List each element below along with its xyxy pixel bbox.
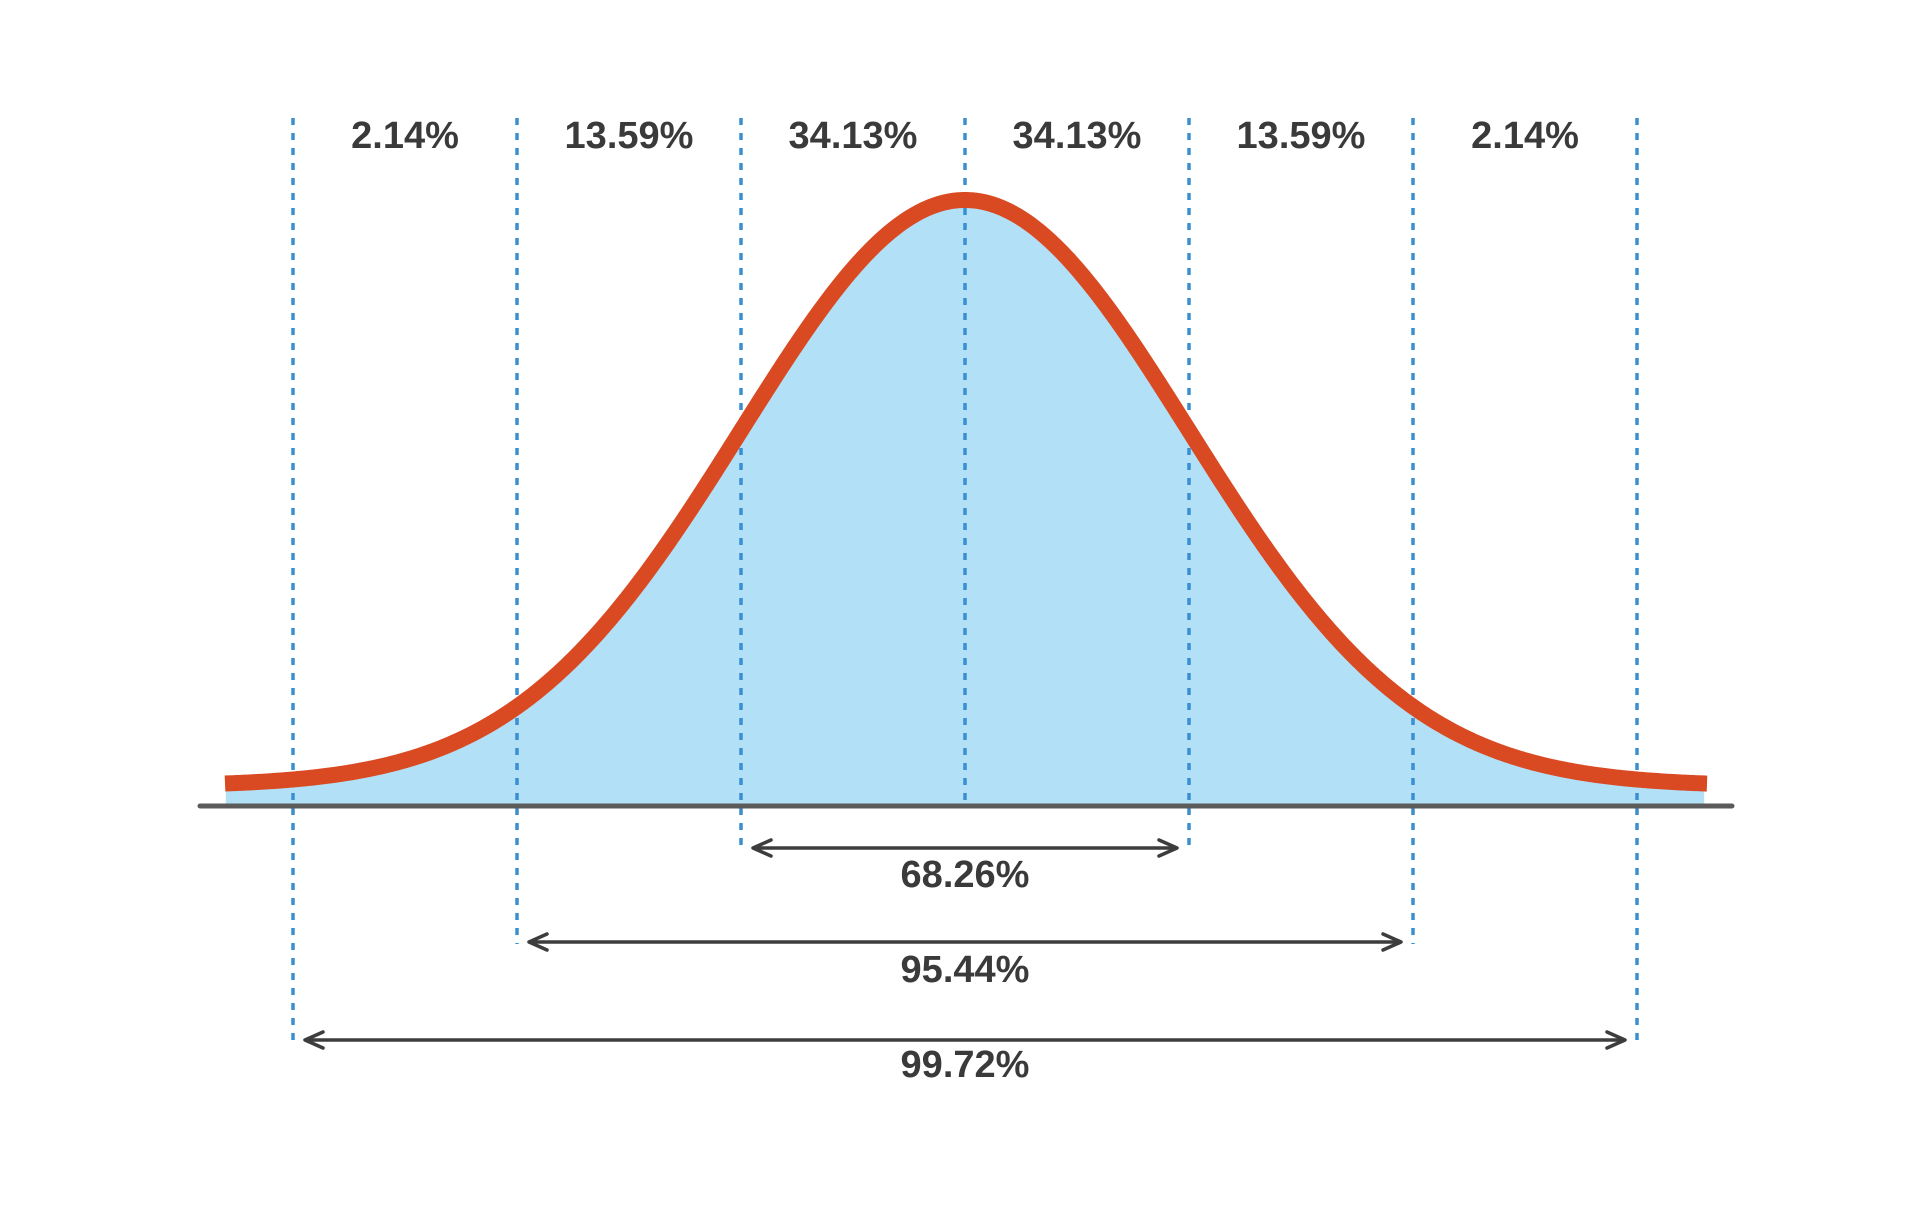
bell-curve-line xyxy=(219,192,1713,792)
range-arrowhead-left xyxy=(303,1030,325,1050)
segment-label-layer: 2.14% 13.59% 34.13% 34.13% 13.59% 2.14% xyxy=(351,115,1579,157)
segment-percent-label: 34.13% xyxy=(1013,115,1142,157)
range-arrowhead-right xyxy=(1605,1030,1627,1050)
fill-layer xyxy=(225,200,1705,807)
range-layer: 68.26% 95.44% 99.72% xyxy=(303,838,1627,1086)
range-arrowhead-right xyxy=(1381,932,1403,952)
range-percent-label: 68.26% xyxy=(901,854,1030,896)
boundary-layer xyxy=(291,118,1639,1042)
curve-layer xyxy=(219,192,1713,792)
range-percent-label: 99.72% xyxy=(901,1044,1030,1086)
range-arrowhead-left xyxy=(527,932,549,952)
segment-percent-label: 34.13% xyxy=(789,115,918,157)
range-percent-label: 95.44% xyxy=(901,949,1030,991)
range-arrowhead-right xyxy=(1157,838,1179,858)
area-fill xyxy=(225,200,1705,807)
segment-percent-label: 13.59% xyxy=(1237,115,1366,157)
segment-percent-label: 2.14% xyxy=(351,115,459,157)
range-arrowhead-left xyxy=(751,838,773,858)
segment-percent-label: 13.59% xyxy=(565,115,694,157)
segment-percent-label: 2.14% xyxy=(1471,115,1579,157)
